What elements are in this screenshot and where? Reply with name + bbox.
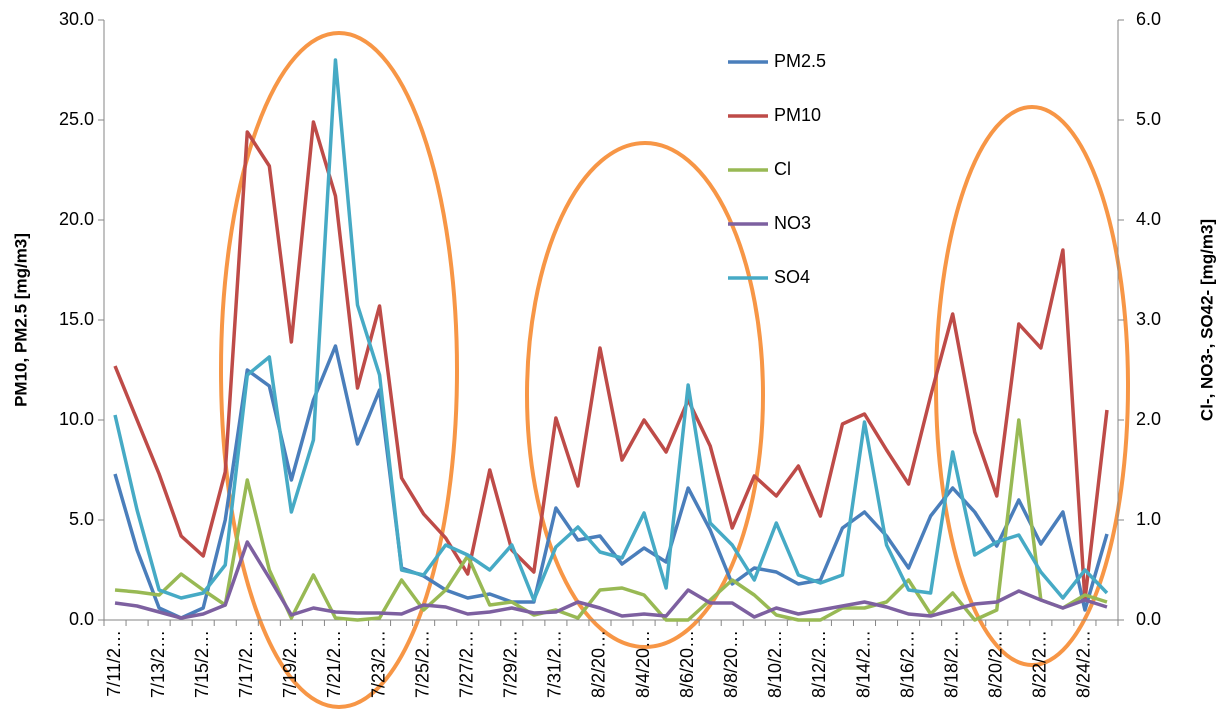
x-tick-label: 8/24/2…: [1074, 630, 1094, 698]
y-axis-title: PM10, PM2.5 [mg/m3]: [11, 233, 30, 407]
x-tick-label: 7/17/2…: [236, 630, 256, 698]
x-tick-label: 8/20/2…: [986, 630, 1006, 698]
legend-label: PM10: [774, 105, 821, 125]
legend-label: SO4: [774, 267, 810, 287]
series-line: [113, 58, 1109, 602]
y2-tick-label: 4.0: [1136, 209, 1161, 229]
x-tick-label: 7/19/2…: [280, 630, 300, 698]
legend-label: Cl: [774, 159, 791, 179]
x-tick-label: 7/15/2…: [192, 630, 212, 698]
series-line: [114, 418, 1108, 622]
x-tick-label: 7/31/2…: [545, 630, 565, 698]
x-tick-label: 7/23/2…: [368, 630, 388, 698]
x-tick-label: 7/27/2…: [456, 630, 476, 698]
y2-tick-label: 5.0: [1136, 109, 1161, 129]
x-tick-label: 8/10/2…: [765, 630, 785, 698]
legend-label: NO3: [774, 213, 811, 233]
highlight-ellipse: [219, 31, 459, 709]
x-tick-label: 8/12/2…: [809, 630, 829, 698]
y2-tick-label: 2.0: [1136, 409, 1161, 429]
x-tick-label: 7/13/2…: [148, 630, 168, 698]
y2-tick-label: 1.0: [1136, 509, 1161, 529]
x-tick-label: 8/4/20…: [633, 630, 653, 698]
x-tick-label: 8/22/2…: [1030, 630, 1050, 698]
highlight-ellipse: [934, 105, 1130, 667]
series-line: [114, 540, 1108, 620]
x-tick-label: 8/2/20…: [589, 630, 609, 698]
y-tick-label: 0.0: [69, 609, 94, 629]
y-tick-label: 15.0: [59, 309, 94, 329]
x-tick-label: 7/29/2…: [501, 630, 521, 698]
y2-tick-label: 3.0: [1136, 309, 1161, 329]
y-tick-label: 5.0: [69, 509, 94, 529]
x-tick-label: 8/16/2…: [897, 630, 917, 698]
series-line: [113, 120, 1109, 602]
x-tick-label: 7/11/2…: [104, 630, 124, 697]
x-tick-label: 8/6/20…: [677, 630, 697, 698]
y-tick-label: 30.0: [59, 9, 94, 29]
x-tick-label: 7/21/2…: [324, 630, 344, 698]
highlight-ellipse: [525, 141, 765, 649]
legend-label: PM2.5: [774, 51, 826, 71]
x-tick-label: 8/14/2…: [853, 630, 873, 698]
x-tick-label: 8/18/2…: [941, 630, 961, 698]
x-tick-label: 8/8/20…: [721, 630, 741, 698]
y2-axis-title: Cl-, NO3-, SO42- [mg/m3]: [1197, 219, 1216, 421]
annotation-ellipses: [219, 31, 1130, 709]
y-tick-label: 10.0: [59, 409, 94, 429]
y-tick-label: 20.0: [59, 209, 94, 229]
y-tick-label: 25.0: [59, 109, 94, 129]
y2-tick-label: 6.0: [1136, 9, 1161, 29]
x-tick-label: 7/25/2…: [412, 630, 432, 698]
y2-tick-label: 0.0: [1136, 609, 1161, 629]
